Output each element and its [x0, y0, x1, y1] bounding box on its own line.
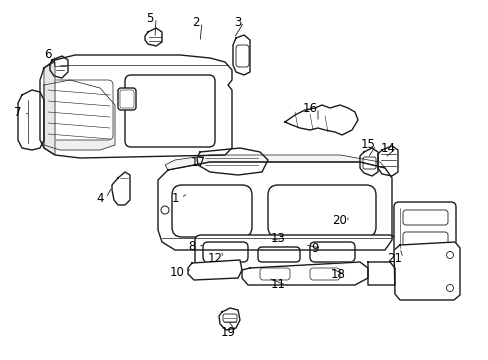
FancyBboxPatch shape: [309, 242, 354, 262]
Text: 14: 14: [380, 141, 395, 154]
Circle shape: [161, 206, 169, 214]
Text: 5: 5: [146, 12, 153, 24]
FancyBboxPatch shape: [236, 45, 248, 67]
Text: 8: 8: [188, 240, 195, 253]
FancyBboxPatch shape: [120, 90, 134, 108]
Text: 6: 6: [44, 49, 52, 62]
Text: 12: 12: [207, 252, 222, 265]
Text: 13: 13: [270, 231, 285, 244]
Text: 10: 10: [169, 266, 184, 279]
FancyBboxPatch shape: [172, 185, 251, 237]
FancyBboxPatch shape: [125, 75, 215, 147]
Polygon shape: [377, 146, 397, 176]
FancyBboxPatch shape: [309, 268, 339, 280]
Text: 9: 9: [311, 242, 318, 255]
FancyBboxPatch shape: [260, 268, 289, 280]
Circle shape: [446, 252, 452, 258]
FancyBboxPatch shape: [223, 314, 237, 322]
Polygon shape: [232, 35, 249, 75]
Polygon shape: [18, 90, 44, 150]
Polygon shape: [367, 262, 394, 285]
Text: 20: 20: [332, 213, 347, 226]
FancyBboxPatch shape: [195, 235, 394, 273]
Polygon shape: [187, 260, 242, 280]
Polygon shape: [242, 262, 367, 285]
Polygon shape: [112, 172, 130, 205]
Text: 17: 17: [190, 156, 205, 168]
Polygon shape: [158, 162, 391, 250]
FancyBboxPatch shape: [402, 210, 447, 225]
Text: 15: 15: [360, 139, 375, 152]
FancyBboxPatch shape: [258, 247, 299, 262]
Text: 3: 3: [234, 15, 241, 28]
Circle shape: [446, 284, 452, 292]
Text: 7: 7: [14, 105, 21, 118]
Text: 18: 18: [330, 269, 345, 282]
FancyBboxPatch shape: [48, 80, 113, 140]
Text: 19: 19: [220, 325, 235, 338]
Polygon shape: [44, 80, 115, 150]
FancyBboxPatch shape: [118, 88, 136, 110]
Polygon shape: [145, 28, 162, 46]
Text: 21: 21: [386, 252, 402, 265]
Polygon shape: [164, 155, 384, 170]
Polygon shape: [197, 148, 267, 175]
Text: 2: 2: [192, 15, 199, 28]
Polygon shape: [393, 242, 459, 300]
Polygon shape: [219, 308, 240, 330]
Polygon shape: [359, 148, 377, 176]
Polygon shape: [50, 56, 68, 78]
Text: 4: 4: [96, 192, 103, 204]
Polygon shape: [44, 62, 55, 155]
Polygon shape: [285, 105, 357, 135]
FancyBboxPatch shape: [267, 185, 375, 237]
FancyBboxPatch shape: [402, 232, 447, 247]
Text: 1: 1: [171, 192, 179, 204]
FancyBboxPatch shape: [203, 242, 247, 262]
FancyBboxPatch shape: [393, 202, 455, 254]
Polygon shape: [40, 55, 231, 158]
Text: 16: 16: [302, 102, 317, 114]
Text: 11: 11: [270, 279, 285, 292]
FancyBboxPatch shape: [362, 157, 375, 169]
